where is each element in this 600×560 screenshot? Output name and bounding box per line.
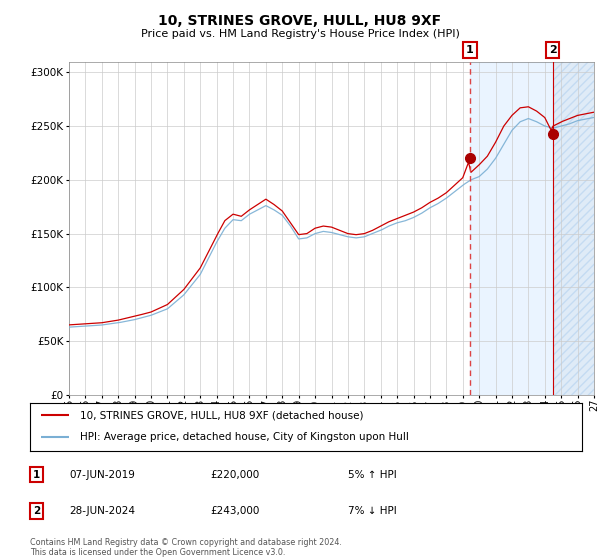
Bar: [553, 62, 594, 395]
Text: HPI: Average price, detached house, City of Kingston upon Hull: HPI: Average price, detached house, City…: [80, 432, 409, 442]
Text: £243,000: £243,000: [210, 506, 259, 516]
Text: 10, STRINES GROVE, HULL, HU8 9XF (detached house): 10, STRINES GROVE, HULL, HU8 9XF (detach…: [80, 410, 363, 420]
Text: 2: 2: [549, 45, 557, 55]
Text: £220,000: £220,000: [210, 470, 259, 479]
Text: 07-JUN-2019: 07-JUN-2019: [69, 470, 135, 479]
Text: 1: 1: [466, 45, 474, 55]
Text: 7% ↓ HPI: 7% ↓ HPI: [348, 506, 397, 516]
Text: 5% ↑ HPI: 5% ↑ HPI: [348, 470, 397, 479]
Bar: [470, 62, 553, 395]
Text: Contains HM Land Registry data © Crown copyright and database right 2024.
This d: Contains HM Land Registry data © Crown c…: [30, 538, 342, 557]
Text: 10, STRINES GROVE, HULL, HU8 9XF: 10, STRINES GROVE, HULL, HU8 9XF: [158, 14, 442, 28]
Text: 1: 1: [33, 470, 40, 479]
Text: Price paid vs. HM Land Registry's House Price Index (HPI): Price paid vs. HM Land Registry's House …: [140, 29, 460, 39]
Text: 28-JUN-2024: 28-JUN-2024: [69, 506, 135, 516]
Text: 2: 2: [33, 506, 40, 516]
